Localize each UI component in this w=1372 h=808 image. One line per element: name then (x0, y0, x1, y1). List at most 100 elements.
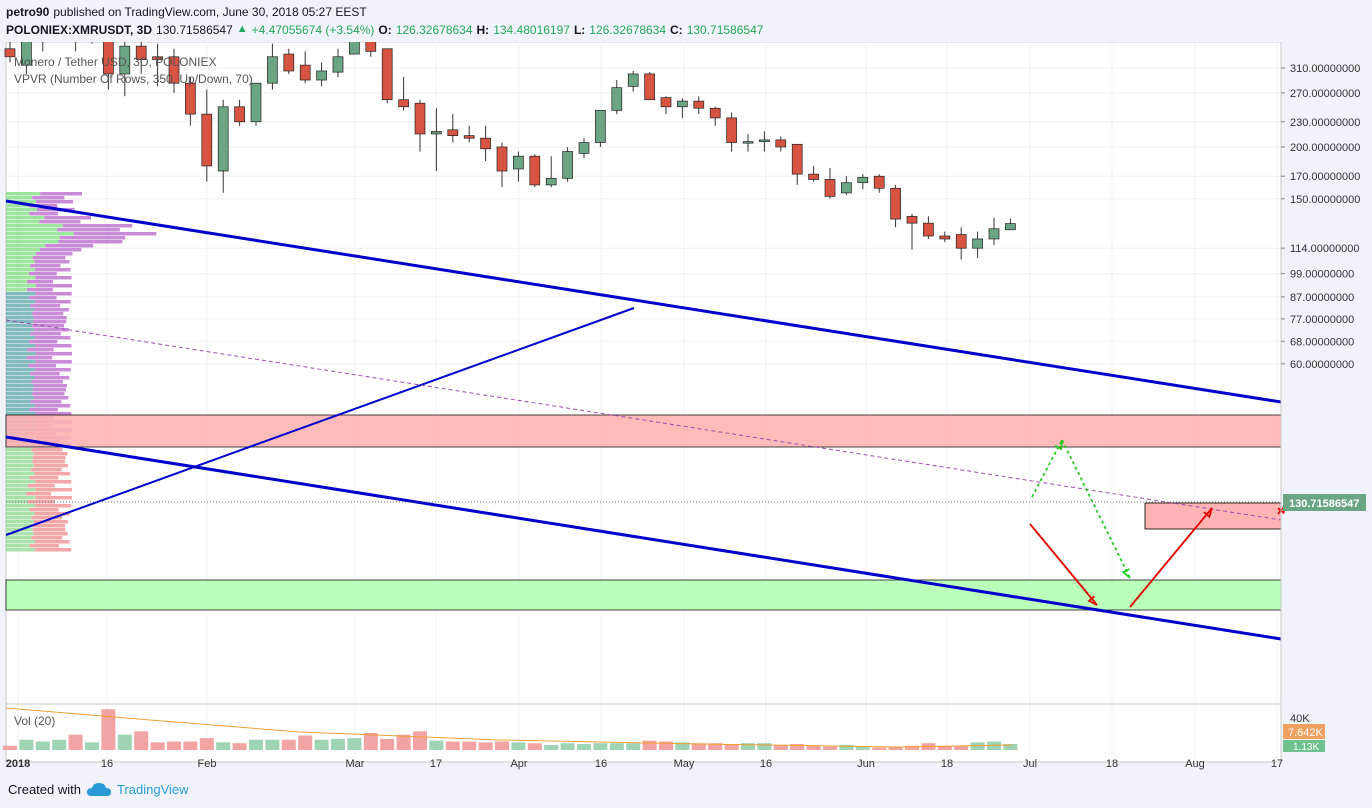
price-tick-label: 270.00000000 (1290, 88, 1360, 100)
vpvr-up-bar (6, 228, 58, 232)
last-price: 130.71586547 (156, 23, 233, 37)
open-value: 126.32678634 (395, 23, 473, 37)
vpvr-up-bar (6, 508, 30, 512)
volume-bar (626, 743, 641, 750)
candle-body (545, 178, 557, 186)
volume-bar (249, 739, 263, 750)
vpvr-up-bar (6, 324, 33, 328)
red-projection-up-head (1203, 507, 1213, 519)
footer: Created with TradingView (8, 782, 189, 797)
vpvr-up-bar (6, 196, 33, 200)
volume-bar (429, 740, 444, 750)
vpvr-up-bar (6, 368, 36, 372)
vpvr-up-bar (6, 256, 33, 260)
candle-body (496, 146, 508, 172)
vpvr-up-bar (6, 260, 35, 264)
vpvr-down-bar (34, 328, 69, 332)
vpvr-up-bar (6, 312, 32, 316)
volume-ma-line (5, 707, 1013, 748)
publisher-name[interactable]: petro90 (6, 5, 50, 19)
volume-bar (52, 739, 67, 750)
candle-body (135, 45, 147, 60)
candle-body (955, 234, 967, 249)
vpvr-down-bar (35, 360, 72, 364)
candle-body (972, 238, 983, 249)
price-axis[interactable]: 880.00000000760.00000000640.00000000565.… (1280, 42, 1366, 762)
tradingview-brand[interactable]: TradingView (116, 782, 189, 797)
volume-bar (314, 739, 329, 750)
price-tick-label: 150.00000000 (1290, 194, 1360, 206)
green-projection-down-head (1121, 568, 1131, 579)
candle-body (447, 129, 459, 136)
trend-lines (5, 199, 1282, 641)
vpvr-down-bar (34, 260, 70, 264)
vpvr-down-bar (34, 396, 69, 400)
time-axis[interactable]: 2018 16 Feb Mar 17 Apr 16 May 16 Jun 18 Jul 18 Aug 17 (6, 758, 1283, 770)
vpvr-down-bar (31, 536, 63, 540)
candle-body (939, 235, 951, 240)
symbol-name[interactable]: POLONIEX:XMRUSDT, 3D (6, 23, 153, 37)
vpvr-up-bar (6, 532, 34, 536)
vpvr-down-bar (62, 224, 133, 228)
low-value: 126.32678634 (589, 23, 667, 37)
vpvr-up-bar (6, 332, 31, 336)
vpvr-up-bar (6, 536, 32, 540)
vpvr-down-bar (44, 216, 91, 220)
candles (4, 42, 1016, 260)
vpvr-down-bar (29, 340, 58, 344)
candle-body (578, 142, 590, 154)
candle-body (677, 100, 688, 108)
vpvr-down-bar (32, 388, 66, 392)
vpvr-down-bar (34, 512, 70, 516)
vpvr-down-bar (30, 264, 61, 268)
vpvr-down-bar (34, 376, 70, 380)
volume-bar (396, 734, 411, 750)
volume-bar (265, 739, 280, 750)
vpvr-down-bar (39, 248, 82, 252)
volume-bar (741, 743, 755, 750)
vpvr-up-bar (6, 248, 40, 252)
vpvr-down-bar (73, 232, 157, 236)
vpvr-down-bar (33, 320, 67, 324)
time-tick-label: 18 (1106, 758, 1118, 770)
time-tick-label: Jul (1023, 758, 1037, 770)
vpvr-down-bar (32, 460, 65, 464)
candle-body (726, 117, 737, 143)
candle-body (250, 82, 262, 123)
volume-title: Vol (20) (14, 714, 55, 728)
candle-body (21, 42, 32, 66)
vpvr-down-bar (27, 280, 54, 284)
price-tick-label: 114.00000000 (1290, 243, 1360, 255)
candle-body (365, 42, 377, 52)
price-chart[interactable]: 880.00000000760.00000000640.00000000565.… (0, 42, 1372, 778)
vpvr-down-bar (26, 492, 52, 496)
candle-body (168, 56, 180, 84)
candle-body (644, 73, 655, 101)
candle-body (841, 182, 852, 194)
volume-bar (790, 744, 805, 750)
vpvr-up-bar (6, 480, 36, 484)
volume-bar (954, 745, 969, 750)
price-tick-label: 310.00000000 (1290, 63, 1360, 75)
price-tick-label: 200.00000000 (1290, 142, 1360, 154)
volume-bar (905, 745, 919, 750)
vpvr-down-bar (35, 352, 72, 356)
vpvr-down-bar (29, 476, 59, 480)
candle-body (595, 110, 606, 143)
vpvr-up-bar (6, 376, 35, 380)
vpvr-up-bar (6, 540, 35, 544)
vpvr-up-bar (6, 336, 35, 340)
volume-bar (216, 742, 231, 750)
candle-body (529, 155, 541, 186)
volume-bar (642, 740, 657, 750)
volume-bar (199, 738, 214, 750)
red-projection-up (1129, 507, 1213, 608)
vpvr-up-bar (6, 348, 28, 352)
vpvr-up-bar (6, 512, 35, 516)
candle-body (480, 137, 491, 150)
candle-body (906, 216, 918, 224)
vpvr-down-bar (29, 508, 59, 512)
candle-body (873, 175, 885, 189)
volume-bar (544, 744, 559, 750)
candle-body (808, 173, 819, 180)
